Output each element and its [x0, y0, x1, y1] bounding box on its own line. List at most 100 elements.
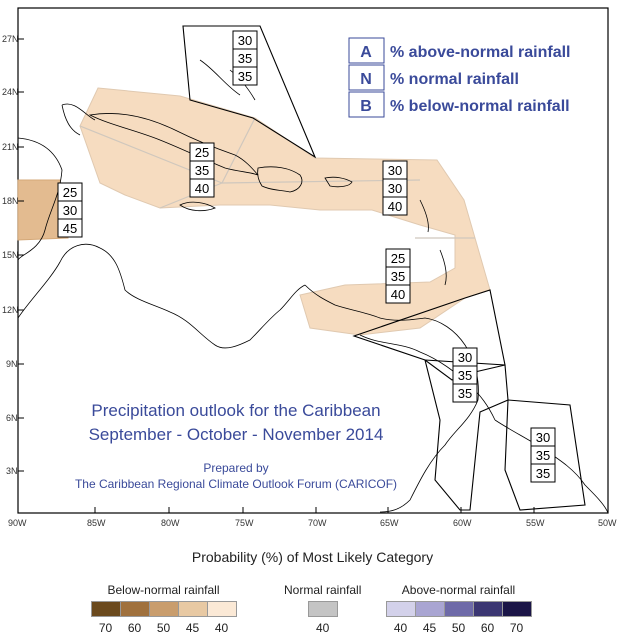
lat-tick-label: 15N: [2, 250, 19, 260]
above-normal-values: 40 45 50 60 70: [386, 621, 531, 635]
below-normal-values: 70 60 50 45 40: [91, 621, 236, 635]
key-text-a: % above-normal rainfall: [390, 44, 571, 61]
key-text-b: % below-normal rainfall: [390, 98, 570, 115]
lon-tick-label: 90W: [8, 518, 27, 528]
belize-zone: [17, 179, 69, 241]
lat-tick-label: 9N: [6, 359, 18, 369]
probability-value: 35: [238, 69, 252, 84]
legend-value: 45: [422, 621, 437, 635]
legend-swatch: [473, 601, 503, 617]
legend-swatch: [444, 601, 474, 617]
probability-value: 30: [63, 203, 77, 218]
lon-tick-label: 55W: [526, 518, 545, 528]
lat-tick-label: 27N: [2, 34, 19, 44]
organization: The Caribbean Regional Climate Outlook F…: [75, 477, 397, 491]
legend-value: 60: [127, 621, 142, 635]
lon-tick-label: 75W: [235, 518, 254, 528]
category-key: A % above-normal rainfall N % normal rai…: [348, 37, 571, 118]
probability-value: 35: [458, 386, 472, 401]
legend-value: 40: [393, 621, 408, 635]
lon-tick-label: 85W: [87, 518, 106, 528]
legend-value: 60: [480, 621, 495, 635]
coastlines: [17, 59, 609, 514]
legend-swatch: [308, 601, 339, 617]
lat-tick-label: 12N: [2, 305, 19, 315]
probability-value: 35: [391, 269, 405, 284]
zone-divider: [221, 117, 256, 184]
key-letter-b: B: [360, 98, 372, 115]
legend-value: 50: [451, 621, 466, 635]
key-box-b: [348, 91, 385, 118]
probability-value: 30: [536, 430, 550, 445]
normal-swatches: [284, 601, 361, 617]
guyana-outline: [424, 359, 509, 511]
probability-cell: [385, 284, 411, 304]
below-normal-legend: Below-normal rainfall 70 60 50 45 40: [91, 583, 237, 635]
map-title-line1: Precipitation outlook for the Caribbean: [91, 401, 380, 420]
lon-ticks: [94, 507, 535, 513]
key-box-a: [348, 37, 385, 64]
prepared-by: Prepared by: [203, 461, 268, 475]
probability-value: 35: [458, 368, 472, 383]
probability-value: 30: [238, 33, 252, 48]
trinidad-outline: [352, 289, 506, 381]
legend-swatch: [502, 601, 532, 617]
probability-value: 35: [536, 448, 550, 463]
key-text-n: % normal rainfall: [390, 71, 519, 88]
probability-cell: [382, 196, 408, 216]
legend-value: 50: [156, 621, 171, 635]
lat-tick-label: 3N: [6, 466, 18, 476]
legend-value: 70: [509, 621, 524, 635]
legend-value: 40: [214, 621, 229, 635]
probability-value: 35: [536, 466, 550, 481]
probability-value: 35: [238, 51, 252, 66]
probability-value: 25: [195, 145, 209, 160]
probability-cell: [530, 463, 556, 483]
normal-values: 40: [284, 621, 361, 635]
suriname-outline: [504, 399, 586, 511]
probability-cell: [57, 218, 83, 238]
lon-tick-label: 65W: [380, 518, 399, 528]
probability-value: 40: [388, 199, 402, 214]
probability-value: 40: [195, 181, 209, 196]
legend-swatch: [149, 601, 179, 617]
above-normal-swatches: [386, 601, 532, 617]
probability-boxes: 30 35 35 25 30 45 25 35 40 30 30 40 25 35 40 30 35 35 30 35…: [57, 30, 556, 483]
legend-value: 40: [315, 621, 330, 635]
probability-cell: [232, 66, 258, 86]
probability-value: 45: [63, 221, 77, 236]
legend-swatch: [178, 601, 208, 617]
lat-tick-label: 6N: [6, 413, 18, 423]
key-box-n: [348, 64, 385, 91]
lon-axis: 90W 85W 80W 75W 70W 65W 60W 55W 50W: [8, 518, 617, 528]
probability-value: 40: [391, 287, 405, 302]
normal-legend: Normal rainfall 40: [284, 583, 361, 635]
lat-axis: 27N 24N 21N 18N 15N 12N 9N 6N 3N: [2, 34, 19, 476]
legend-swatch: [415, 601, 445, 617]
lon-tick-label: 50W: [598, 518, 617, 528]
legend-swatch: [120, 601, 150, 617]
zone-outlines: [182, 25, 586, 511]
probability-value: 30: [458, 350, 472, 365]
lat-tick-label: 24N: [2, 87, 19, 97]
probability-value: 25: [391, 251, 405, 266]
map-title-line2: September - October - November 2014: [89, 425, 384, 444]
key-letter-n: N: [360, 71, 372, 88]
bahamas-outline: [182, 25, 317, 159]
below-normal-swatches: [91, 601, 237, 617]
legend-swatch: [91, 601, 121, 617]
lon-tick-label: 80W: [161, 518, 180, 528]
legend-title: Probability (%) of Most Likely Category: [191, 549, 434, 565]
key-letter-a: A: [360, 44, 372, 61]
above-normal-label: Above-normal rainfall: [401, 583, 516, 597]
probability-value: 30: [388, 181, 402, 196]
probability-cell: [189, 178, 215, 198]
legend-swatch: [386, 601, 416, 617]
lon-tick-label: 60W: [453, 518, 472, 528]
legend-value: 45: [185, 621, 200, 635]
lat-ticks: [18, 38, 24, 472]
legend-swatch: [207, 601, 237, 617]
lat-tick-label: 18N: [2, 196, 19, 206]
normal-label: Normal rainfall: [284, 583, 362, 597]
